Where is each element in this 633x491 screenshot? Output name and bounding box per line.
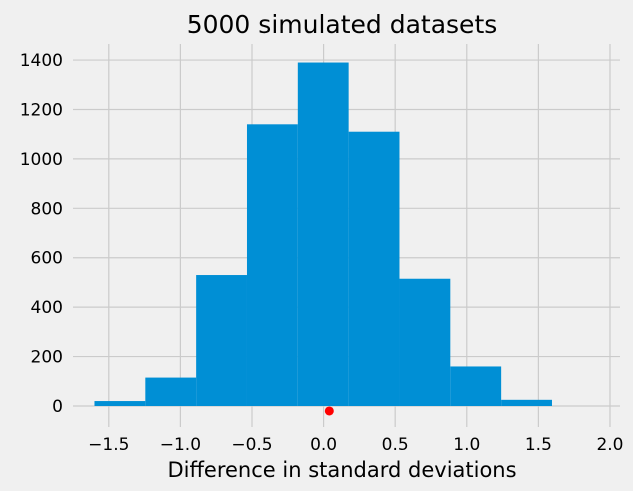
y-tick-label: 400 [31,298,63,318]
histogram-bar [297,62,349,406]
y-tick-label: 1200 [20,100,63,120]
y-tick-label: 600 [31,249,63,269]
y-tick-label: 0 [52,397,63,417]
y-tick-labels: 0 200 400 600 800 1000 1200 1400 [20,51,63,417]
x-tick-label: 2.0 [596,435,623,455]
y-tick-label: 800 [31,199,63,219]
x-axis-label: Difference in standard deviations [167,458,516,482]
chart-title: 5000 simulated datasets [187,10,498,39]
histogram-bar [145,377,197,406]
x-tick-label: −1.0 [160,435,201,455]
histogram-bars [94,62,552,406]
histogram-bar [501,399,552,406]
y-tick-label: 1400 [20,51,63,71]
x-tick-label: 0.0 [310,435,337,455]
x-tick-label: −1.5 [88,435,129,455]
x-tick-label: 0.5 [382,435,409,455]
histogram-bar [196,275,247,406]
x-tick-labels: −1.5 −1.0 −0.5 0.0 0.5 1.0 1.5 2.0 [88,435,623,455]
x-tick-label: 1.5 [525,435,552,455]
x-tick-label: 1.0 [453,435,480,455]
histogram-bar [348,131,400,406]
histogram-bar [450,366,502,406]
x-tick-label: −0.5 [231,435,272,455]
histogram-bar [246,124,298,406]
histogram-bar [94,401,146,406]
marker-layer [324,406,334,416]
y-tick-label: 200 [31,348,63,368]
histogram-bar [399,278,451,406]
observed-value-marker [324,406,334,416]
y-tick-label: 1000 [20,150,63,170]
